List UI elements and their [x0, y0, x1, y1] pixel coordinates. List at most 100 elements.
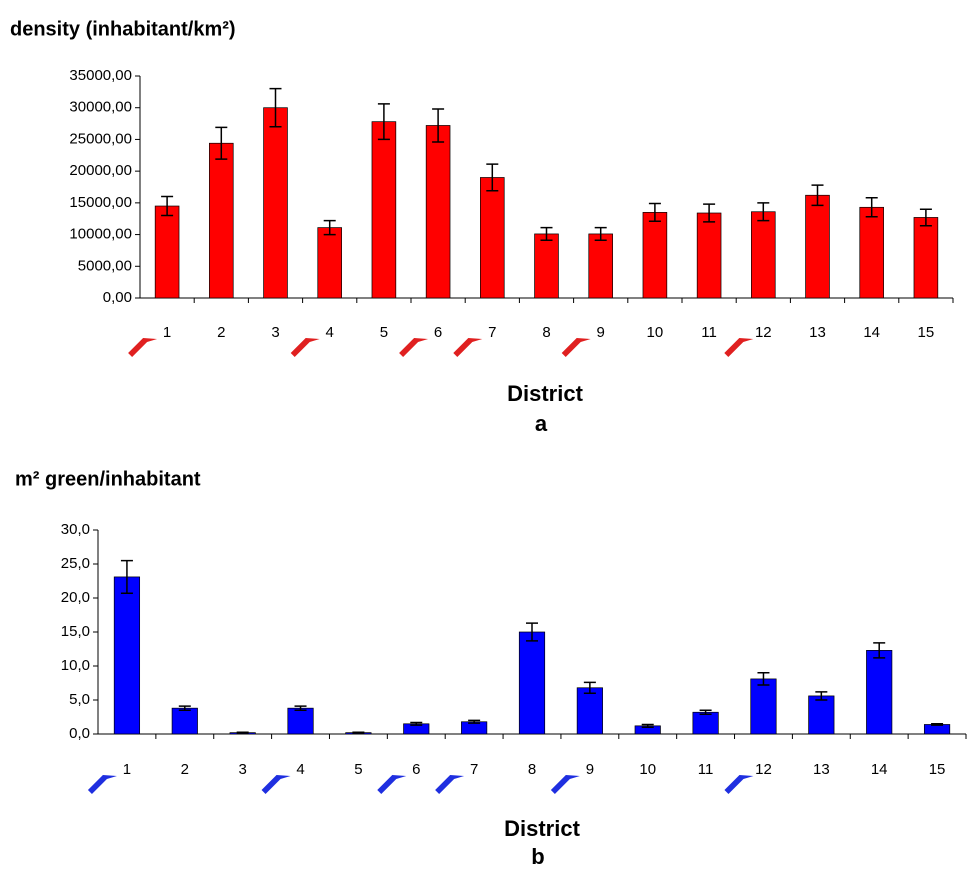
x-tick-label: 10: [647, 324, 664, 341]
error-bar: [583, 681, 596, 694]
error-bar: [526, 622, 538, 642]
y-tick-label: 20000,00: [69, 162, 132, 179]
x-tick-label: 7: [470, 761, 478, 778]
bar: [750, 678, 777, 735]
panel-label: b: [531, 844, 544, 869]
x-tick-label: 15: [929, 761, 946, 778]
x-tick-label: 3: [271, 324, 279, 341]
x-tick-label: 3: [238, 761, 246, 778]
bar: [808, 695, 835, 735]
x-tick-label: 9: [597, 324, 605, 341]
arrow: [435, 772, 465, 794]
error-bar: [919, 208, 932, 227]
x-tick-label: 13: [813, 761, 830, 778]
y-tick-label: 15000,00: [69, 194, 132, 211]
bar: [642, 212, 668, 299]
x-tick-label: 14: [871, 761, 888, 778]
bar: [534, 233, 559, 299]
bar: [371, 121, 397, 299]
error-bar: [873, 642, 886, 659]
y-tick-label: 5,0: [69, 691, 90, 708]
error-bar: [865, 197, 878, 218]
error-bar: [468, 719, 481, 724]
x-tick-label: 7: [488, 324, 496, 341]
error-bar: [815, 691, 828, 701]
x-tick-label: 4: [296, 761, 304, 778]
x-axis-title: District: [507, 381, 583, 406]
y-tick-label: 30,0: [61, 521, 90, 538]
error-bar: [699, 709, 712, 716]
error-bar: [486, 163, 499, 192]
y-tick-label: 35000,00: [69, 67, 132, 84]
error-bar: [648, 202, 661, 223]
arrow: [290, 335, 320, 357]
y-tick-label: 30000,00: [69, 99, 132, 116]
y-tick-label: 25000,00: [69, 130, 132, 147]
x-tick-label: 12: [755, 324, 772, 341]
error-bar: [294, 705, 307, 711]
x-tick-label: 15: [918, 324, 935, 341]
x-tick-label: 10: [639, 761, 656, 778]
bar: [576, 687, 603, 735]
error-bar: [236, 731, 249, 734]
bar: [480, 177, 505, 299]
error-bar: [811, 184, 824, 207]
x-tick-label: 2: [181, 761, 189, 778]
error-bar: [377, 103, 390, 141]
bar: [154, 205, 180, 299]
arrow: [561, 335, 591, 357]
arrow: [453, 335, 483, 357]
error-bar: [269, 87, 282, 128]
bar: [518, 631, 546, 735]
arrow: [377, 772, 407, 794]
y-tick-label: 20,0: [61, 589, 90, 606]
x-tick-label: 2: [217, 324, 225, 341]
arrow: [128, 335, 158, 357]
bar: [696, 212, 722, 299]
bar: [866, 650, 893, 735]
error-bar: [540, 226, 553, 242]
x-tick-label: 4: [326, 324, 334, 341]
bar: [171, 707, 198, 735]
arrow: [261, 772, 291, 794]
chart-title: m² green/inhabitant: [15, 468, 201, 490]
chart-title: density (inhabitant/km²): [10, 18, 236, 40]
x-tick-label: 12: [755, 761, 772, 778]
x-tick-label: 6: [412, 761, 420, 778]
y-tick-label: 0,0: [69, 725, 90, 742]
arrow: [724, 335, 754, 357]
error-bar: [352, 731, 365, 734]
error-bar: [323, 219, 336, 236]
x-tick-label: 11: [701, 324, 717, 341]
error-bar: [215, 126, 228, 160]
bar: [859, 206, 884, 299]
error-bar: [120, 559, 133, 594]
arrow: [550, 772, 580, 794]
y-tick-label: 25,0: [61, 555, 90, 572]
bar: [263, 107, 288, 299]
bar: [751, 211, 776, 299]
y-tick-label: 10000,00: [69, 226, 132, 243]
error-bar: [161, 195, 174, 217]
y-tick-label: 0,00: [103, 289, 132, 306]
x-tick-label: 5: [354, 761, 362, 778]
error-bar: [410, 721, 423, 726]
error-bar: [178, 705, 191, 711]
x-axis-title: District: [504, 816, 580, 841]
bar: [425, 125, 451, 299]
error-bar: [931, 723, 944, 726]
x-tick-label: 1: [163, 324, 171, 341]
error-bar: [594, 226, 607, 242]
arrow: [724, 772, 754, 794]
x-tick-label: 9: [586, 761, 594, 778]
bar: [317, 227, 342, 299]
error-bar: [703, 203, 716, 223]
x-tick-label: 6: [434, 324, 442, 341]
y-tick-label: 5000,00: [78, 257, 132, 274]
arrow: [87, 772, 117, 794]
bar: [913, 217, 939, 299]
panel-label: a: [535, 411, 548, 436]
error-bar: [757, 202, 770, 222]
x-tick-label: 11: [698, 761, 714, 778]
